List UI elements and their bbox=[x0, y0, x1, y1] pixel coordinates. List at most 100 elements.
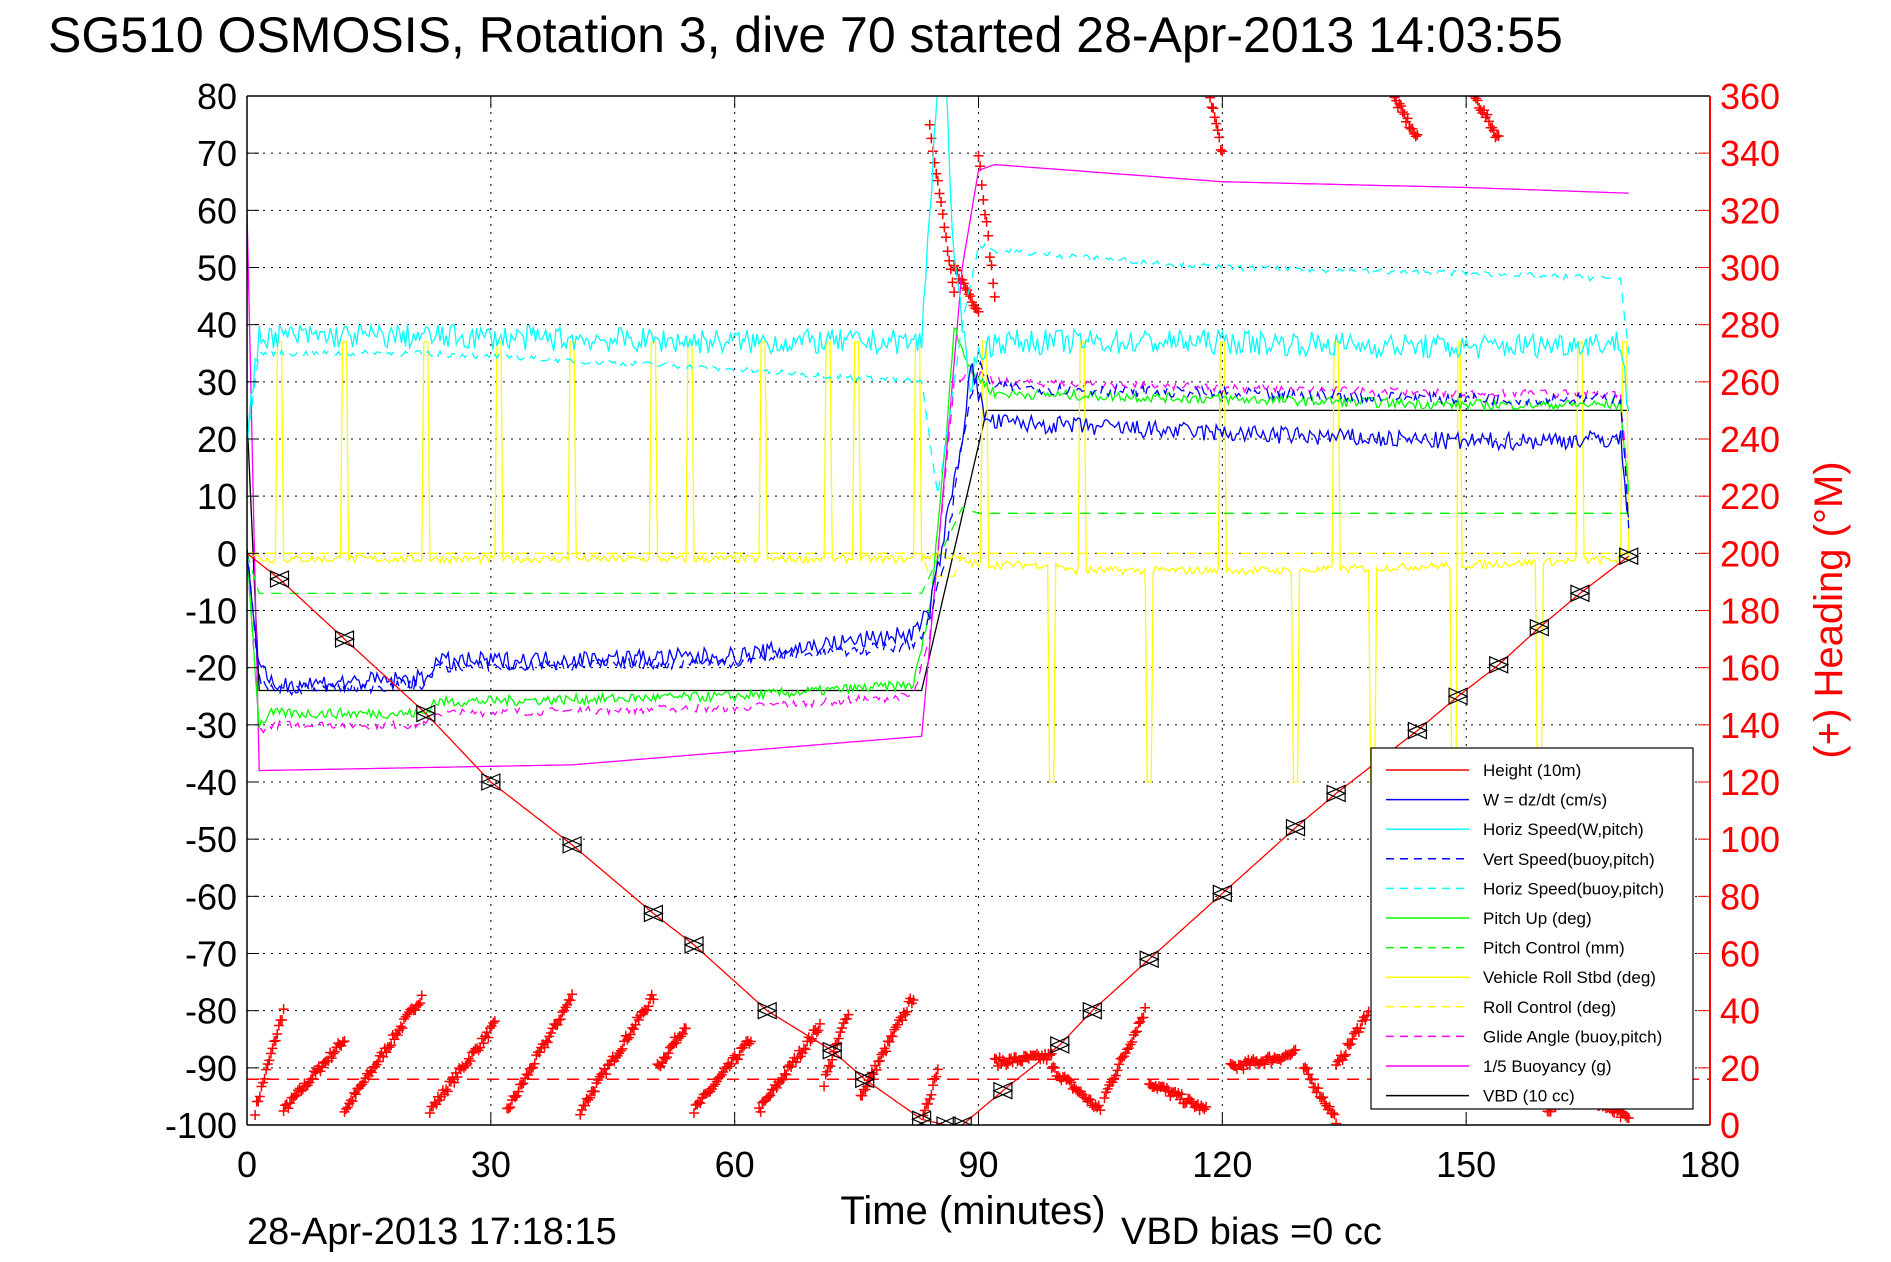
heading-point bbox=[307, 1073, 318, 1084]
heading-point bbox=[771, 1082, 782, 1093]
heading-point bbox=[1290, 1044, 1301, 1055]
depth-marker bbox=[854, 1070, 876, 1089]
heading-point bbox=[965, 291, 976, 302]
y-tick-label: -10 bbox=[185, 591, 237, 632]
series-roll-control-deg- bbox=[247, 552, 1629, 577]
depth-marker bbox=[642, 904, 664, 923]
depth-marker bbox=[1569, 584, 1591, 603]
legend: Height (10m) W = dz/dt (cm/s) Horiz Speed(… bbox=[1370, 747, 1694, 1110]
heading-point bbox=[978, 194, 989, 205]
heading-point bbox=[1130, 1027, 1141, 1038]
heading-point bbox=[345, 1095, 356, 1106]
heading-point bbox=[988, 278, 999, 289]
heading-point bbox=[890, 1022, 901, 1033]
heading-point bbox=[862, 1081, 873, 1092]
depth-marker bbox=[1325, 784, 1347, 803]
heading-point bbox=[841, 1013, 852, 1024]
heading-point bbox=[939, 222, 950, 233]
heading-point bbox=[929, 1073, 940, 1084]
heading-point bbox=[1410, 131, 1421, 142]
heading-point bbox=[429, 1097, 440, 1108]
heading-point bbox=[565, 995, 576, 1006]
heading-point bbox=[1125, 1039, 1136, 1050]
heading-point bbox=[1474, 102, 1485, 113]
heading-point bbox=[342, 1102, 353, 1113]
heading-point bbox=[800, 1044, 811, 1055]
y-right-tick-label: 180 bbox=[1720, 591, 1780, 632]
legend-label: Vert Speed(buoy,pitch) bbox=[1483, 850, 1655, 869]
legend-label: VBD (10 cc) bbox=[1483, 1087, 1575, 1106]
legend-box bbox=[1370, 747, 1694, 1110]
y-right-tick-label: 300 bbox=[1720, 248, 1780, 289]
footer-timestamp: 28-Apr-2013 17:18:15 bbox=[247, 1211, 617, 1253]
heading-point bbox=[646, 989, 657, 1000]
heading-point bbox=[1112, 1065, 1123, 1076]
y-right-tick-label: 220 bbox=[1720, 476, 1780, 517]
heading-point bbox=[986, 260, 997, 271]
heading-point bbox=[1345, 1039, 1356, 1050]
heading-point bbox=[1301, 1063, 1312, 1074]
y-axis-right-label: (+) Heading (°M) bbox=[1807, 461, 1851, 758]
heading-point bbox=[874, 1055, 885, 1066]
heading-point bbox=[329, 1046, 340, 1057]
heading-point bbox=[1482, 109, 1493, 120]
y-right-tick-label: 280 bbox=[1720, 305, 1780, 346]
heading-point bbox=[341, 1103, 352, 1114]
heading-point bbox=[580, 1100, 591, 1111]
heading-point bbox=[534, 1047, 545, 1058]
heading-point bbox=[689, 1107, 700, 1118]
legend-label: Pitch Up (deg) bbox=[1483, 909, 1592, 928]
heading-point bbox=[648, 994, 659, 1005]
series-1-5-buoyancy-g- bbox=[247, 163, 1629, 772]
heading-point bbox=[1623, 1113, 1634, 1124]
depth-marker bbox=[1447, 687, 1469, 706]
heading-point bbox=[267, 1043, 278, 1054]
heading-point bbox=[1215, 144, 1226, 155]
heading-point bbox=[989, 1053, 1000, 1064]
depth-marker bbox=[1406, 721, 1428, 740]
depth-marker bbox=[415, 704, 437, 723]
heading-point bbox=[272, 1028, 283, 1039]
heading-point bbox=[1211, 118, 1222, 129]
heading-point bbox=[936, 196, 947, 207]
y-right-tick-label: 200 bbox=[1720, 533, 1780, 574]
heading-point bbox=[1017, 1056, 1028, 1067]
heading-point bbox=[744, 1038, 755, 1049]
y-tick-label: 0 bbox=[217, 533, 237, 574]
heading-point bbox=[781, 1069, 792, 1080]
heading-point bbox=[926, 133, 937, 144]
heading-point bbox=[1095, 1105, 1106, 1116]
heading-point bbox=[392, 1030, 403, 1041]
heading-point bbox=[567, 989, 578, 1000]
heading-point bbox=[671, 1037, 682, 1048]
heading-point bbox=[815, 1018, 826, 1029]
heading-point bbox=[284, 1098, 295, 1109]
depth-marker bbox=[821, 1041, 843, 1060]
heading-point bbox=[410, 1005, 421, 1016]
heading-point bbox=[1201, 1101, 1212, 1112]
heading-point bbox=[264, 1055, 275, 1066]
heading-point bbox=[1288, 1045, 1299, 1056]
heading-point bbox=[892, 1019, 903, 1030]
heading-point bbox=[695, 1098, 706, 1109]
heading-point bbox=[827, 1054, 838, 1065]
heading-point bbox=[273, 1020, 284, 1031]
heading-point bbox=[328, 1048, 339, 1059]
series-layer bbox=[247, 96, 1710, 1125]
legend-label: Roll Control (deg) bbox=[1483, 998, 1616, 1017]
heading-point bbox=[1396, 101, 1407, 112]
heading-point bbox=[705, 1086, 716, 1097]
heading-point bbox=[1208, 103, 1219, 114]
heading-point bbox=[584, 1092, 595, 1103]
x-tick-label: 0 bbox=[237, 1144, 257, 1185]
y-tick-label: 20 bbox=[197, 419, 237, 460]
y-right-tick-label: 20 bbox=[1720, 1048, 1760, 1089]
heading-point bbox=[397, 1023, 408, 1034]
heading-point bbox=[1162, 1082, 1173, 1093]
heading-point bbox=[1493, 131, 1504, 142]
heading-point bbox=[660, 1053, 671, 1064]
x-tick-label: 150 bbox=[1436, 1144, 1496, 1185]
heading-point bbox=[1238, 1064, 1249, 1075]
depth-marker bbox=[1618, 547, 1640, 566]
